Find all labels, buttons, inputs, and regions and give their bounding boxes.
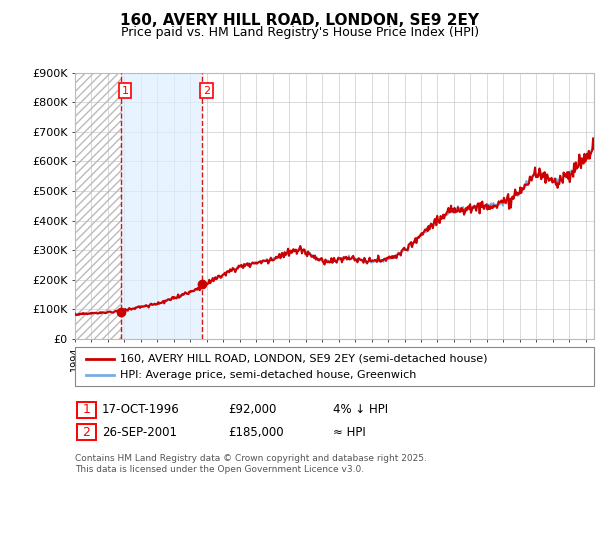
- Text: £185,000: £185,000: [228, 426, 284, 439]
- Text: 1: 1: [122, 86, 128, 96]
- Text: 1: 1: [82, 403, 91, 417]
- Text: 26-SEP-2001: 26-SEP-2001: [102, 426, 177, 439]
- Text: 160, AVERY HILL ROAD, LONDON, SE9 2EY: 160, AVERY HILL ROAD, LONDON, SE9 2EY: [121, 13, 479, 27]
- Text: 2: 2: [203, 86, 210, 96]
- Text: Price paid vs. HM Land Registry's House Price Index (HPI): Price paid vs. HM Land Registry's House …: [121, 26, 479, 39]
- Text: 17-OCT-1996: 17-OCT-1996: [102, 403, 180, 417]
- Text: Contains HM Land Registry data © Crown copyright and database right 2025.
This d: Contains HM Land Registry data © Crown c…: [75, 454, 427, 474]
- Bar: [75, 73, 121, 339]
- Text: HPI: Average price, semi-detached house, Greenwich: HPI: Average price, semi-detached house,…: [120, 370, 416, 380]
- Text: ≈ HPI: ≈ HPI: [333, 426, 366, 439]
- Text: 4% ↓ HPI: 4% ↓ HPI: [333, 403, 388, 417]
- Text: 2: 2: [82, 426, 91, 439]
- Text: 160, AVERY HILL ROAD, LONDON, SE9 2EY (semi-detached house): 160, AVERY HILL ROAD, LONDON, SE9 2EY (s…: [120, 354, 487, 364]
- Bar: [121, 73, 202, 339]
- Text: £92,000: £92,000: [228, 403, 277, 417]
